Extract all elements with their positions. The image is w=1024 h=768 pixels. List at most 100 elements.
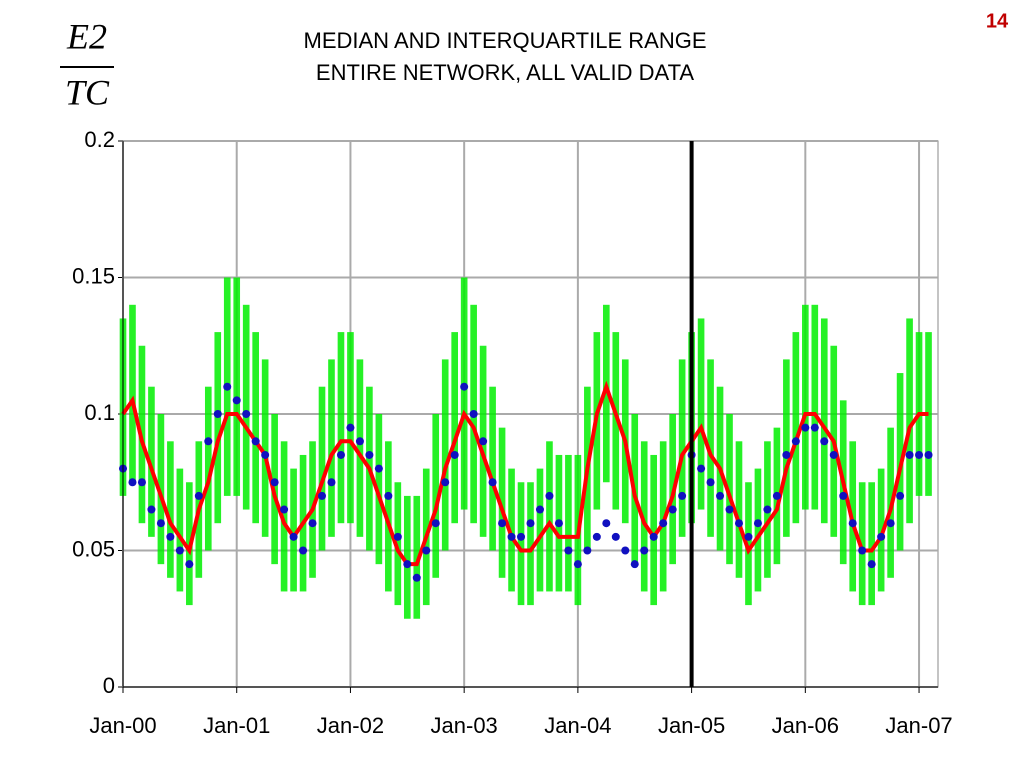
daily-point [706, 478, 715, 487]
interquartile-range [546, 441, 553, 592]
daily-point [535, 505, 544, 514]
interquartile-range [451, 332, 459, 524]
chart-title: MEDIAN AND INTERQUARTILE RANGE [304, 28, 707, 53]
daily-point [498, 519, 507, 528]
interquartile-range [811, 304, 819, 510]
daily-point [441, 478, 450, 487]
daily-point [734, 519, 743, 528]
interquartile-range [868, 482, 875, 606]
interquartile-range [783, 359, 790, 537]
daily-point [507, 532, 516, 541]
interquartile-range [527, 482, 534, 606]
daily-point [374, 464, 383, 473]
daily-point [915, 450, 924, 459]
daily-point [156, 519, 165, 528]
interquartile-range [659, 441, 667, 592]
daily-point [299, 546, 308, 555]
daily-point [801, 423, 810, 432]
daily-point [611, 532, 620, 541]
interquartile-range [403, 495, 411, 619]
interquartile-range [328, 359, 335, 537]
interquartile-range [754, 468, 762, 592]
y-tick-label: 0.05 [72, 536, 115, 561]
interquartile-range [290, 468, 297, 592]
daily-point [137, 478, 146, 487]
interquartile-range [413, 495, 421, 619]
daily-point [744, 532, 753, 541]
daily-point [753, 519, 762, 528]
interquartile-range [820, 318, 828, 524]
daily-point [469, 410, 478, 418]
interquartile-range [176, 468, 184, 592]
daily-point [412, 573, 421, 582]
daily-point [128, 478, 137, 487]
daily-point [431, 519, 440, 528]
daily-point [204, 437, 213, 446]
interquartile-range [148, 386, 155, 537]
interquartile-range [489, 386, 496, 551]
daily-point [327, 478, 336, 487]
interquartile-range [792, 332, 800, 524]
interquartile-range [508, 468, 515, 592]
daily-point [261, 450, 270, 459]
daily-point [166, 532, 175, 541]
daily-point [716, 491, 725, 500]
interquartile-range [441, 359, 449, 551]
interquartile-range [356, 359, 364, 537]
daily-point [422, 546, 431, 555]
interquartile-range [906, 318, 913, 524]
interquartile-range [318, 386, 326, 551]
daily-point [877, 532, 886, 541]
daily-point [479, 437, 488, 446]
interquartile-range [858, 482, 866, 606]
daily-point [924, 450, 933, 459]
y-label-numerator: E2 [66, 16, 107, 56]
daily-point [649, 532, 658, 541]
daily-point [175, 546, 184, 555]
interquartile-range [233, 277, 241, 496]
daily-point [460, 382, 469, 391]
daily-point [592, 532, 601, 541]
x-tick-label: Jan-02 [317, 713, 384, 738]
daily-point [905, 450, 914, 459]
y-tick-label: 0.2 [84, 127, 115, 152]
daily-point [270, 478, 279, 487]
daily-point [517, 532, 526, 541]
interquartile-range [602, 304, 610, 483]
daily-point [858, 546, 867, 555]
daily-point [308, 519, 317, 528]
x-tick-label: Jan-07 [885, 713, 952, 738]
interquartile-range [242, 304, 250, 510]
daily-point [886, 519, 895, 528]
interquartile-range [167, 441, 174, 578]
daily-point [659, 519, 668, 528]
interquartile-range [877, 468, 885, 592]
daily-point [403, 560, 412, 569]
daily-point [763, 505, 772, 514]
daily-point [573, 560, 582, 569]
interquartile-range [385, 441, 392, 592]
interquartile-range [726, 414, 733, 565]
interquartile-range [337, 332, 345, 524]
page-number: 14 [986, 10, 1009, 32]
interquartile-range [394, 482, 402, 606]
daily-point [640, 546, 649, 555]
daily-point [829, 450, 838, 459]
daily-point [251, 437, 260, 446]
daily-point [213, 410, 222, 418]
daily-point [242, 410, 251, 418]
interquartile-range [640, 441, 648, 592]
interquartile-range [214, 332, 222, 524]
daily-point [147, 505, 156, 514]
daily-point [697, 464, 706, 473]
daily-point [526, 519, 535, 528]
daily-point [488, 478, 497, 487]
interquartile-range [650, 454, 658, 606]
daily-point [384, 491, 393, 500]
interquartile-range [536, 468, 544, 592]
daily-point [668, 505, 677, 514]
interquartile-range [129, 304, 136, 483]
daily-point [545, 491, 554, 500]
interquartile-range [678, 359, 686, 537]
